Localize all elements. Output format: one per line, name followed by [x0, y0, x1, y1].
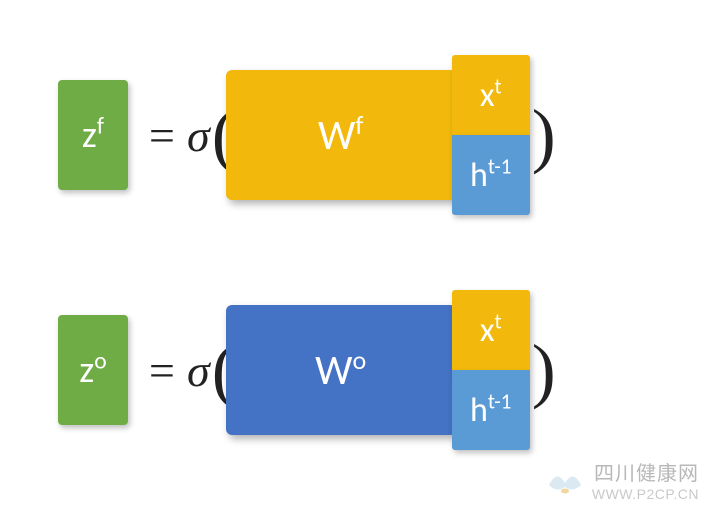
x-label: xt: [480, 75, 502, 116]
w-box-f: Wf: [226, 70, 456, 200]
paren-close: ): [532, 99, 556, 171]
input-vector-stack: xt ht-1: [452, 285, 530, 455]
watermark-line1: 四川健康网: [592, 462, 699, 486]
z-label: zo: [79, 347, 106, 393]
input-vector-stack: xt ht-1: [452, 50, 530, 220]
watermark-text: 四川健康网 WWW.P2CP.CN: [592, 462, 699, 503]
paren-close: ): [532, 334, 556, 406]
watermark-line2: WWW.P2CP.CN: [592, 486, 699, 503]
equation-row-f: zf = σ ( Wf xt ht-1 ): [0, 50, 715, 220]
z-box-o: zo: [58, 315, 128, 425]
equation-row-o: zo = σ ( Wo xt ht-1 ): [0, 285, 715, 455]
equals-sign: =: [146, 109, 177, 162]
x-box: xt: [452, 55, 530, 135]
z-label: zf: [82, 112, 104, 158]
equals-sign: =: [146, 344, 177, 397]
h-box: ht-1: [452, 135, 530, 215]
h-label: ht-1: [470, 390, 511, 431]
sigma-symbol: σ: [187, 344, 210, 397]
w-box-o: Wo: [226, 305, 456, 435]
watermark-logo-icon: [545, 459, 585, 499]
z-box-f: zf: [58, 80, 128, 190]
w-label: Wo: [315, 345, 366, 396]
h-box: ht-1: [452, 370, 530, 450]
x-label: xt: [480, 310, 502, 351]
sigma-symbol: σ: [187, 109, 210, 162]
x-box: xt: [452, 290, 530, 370]
h-label: ht-1: [470, 155, 511, 196]
w-label: Wf: [318, 110, 363, 161]
